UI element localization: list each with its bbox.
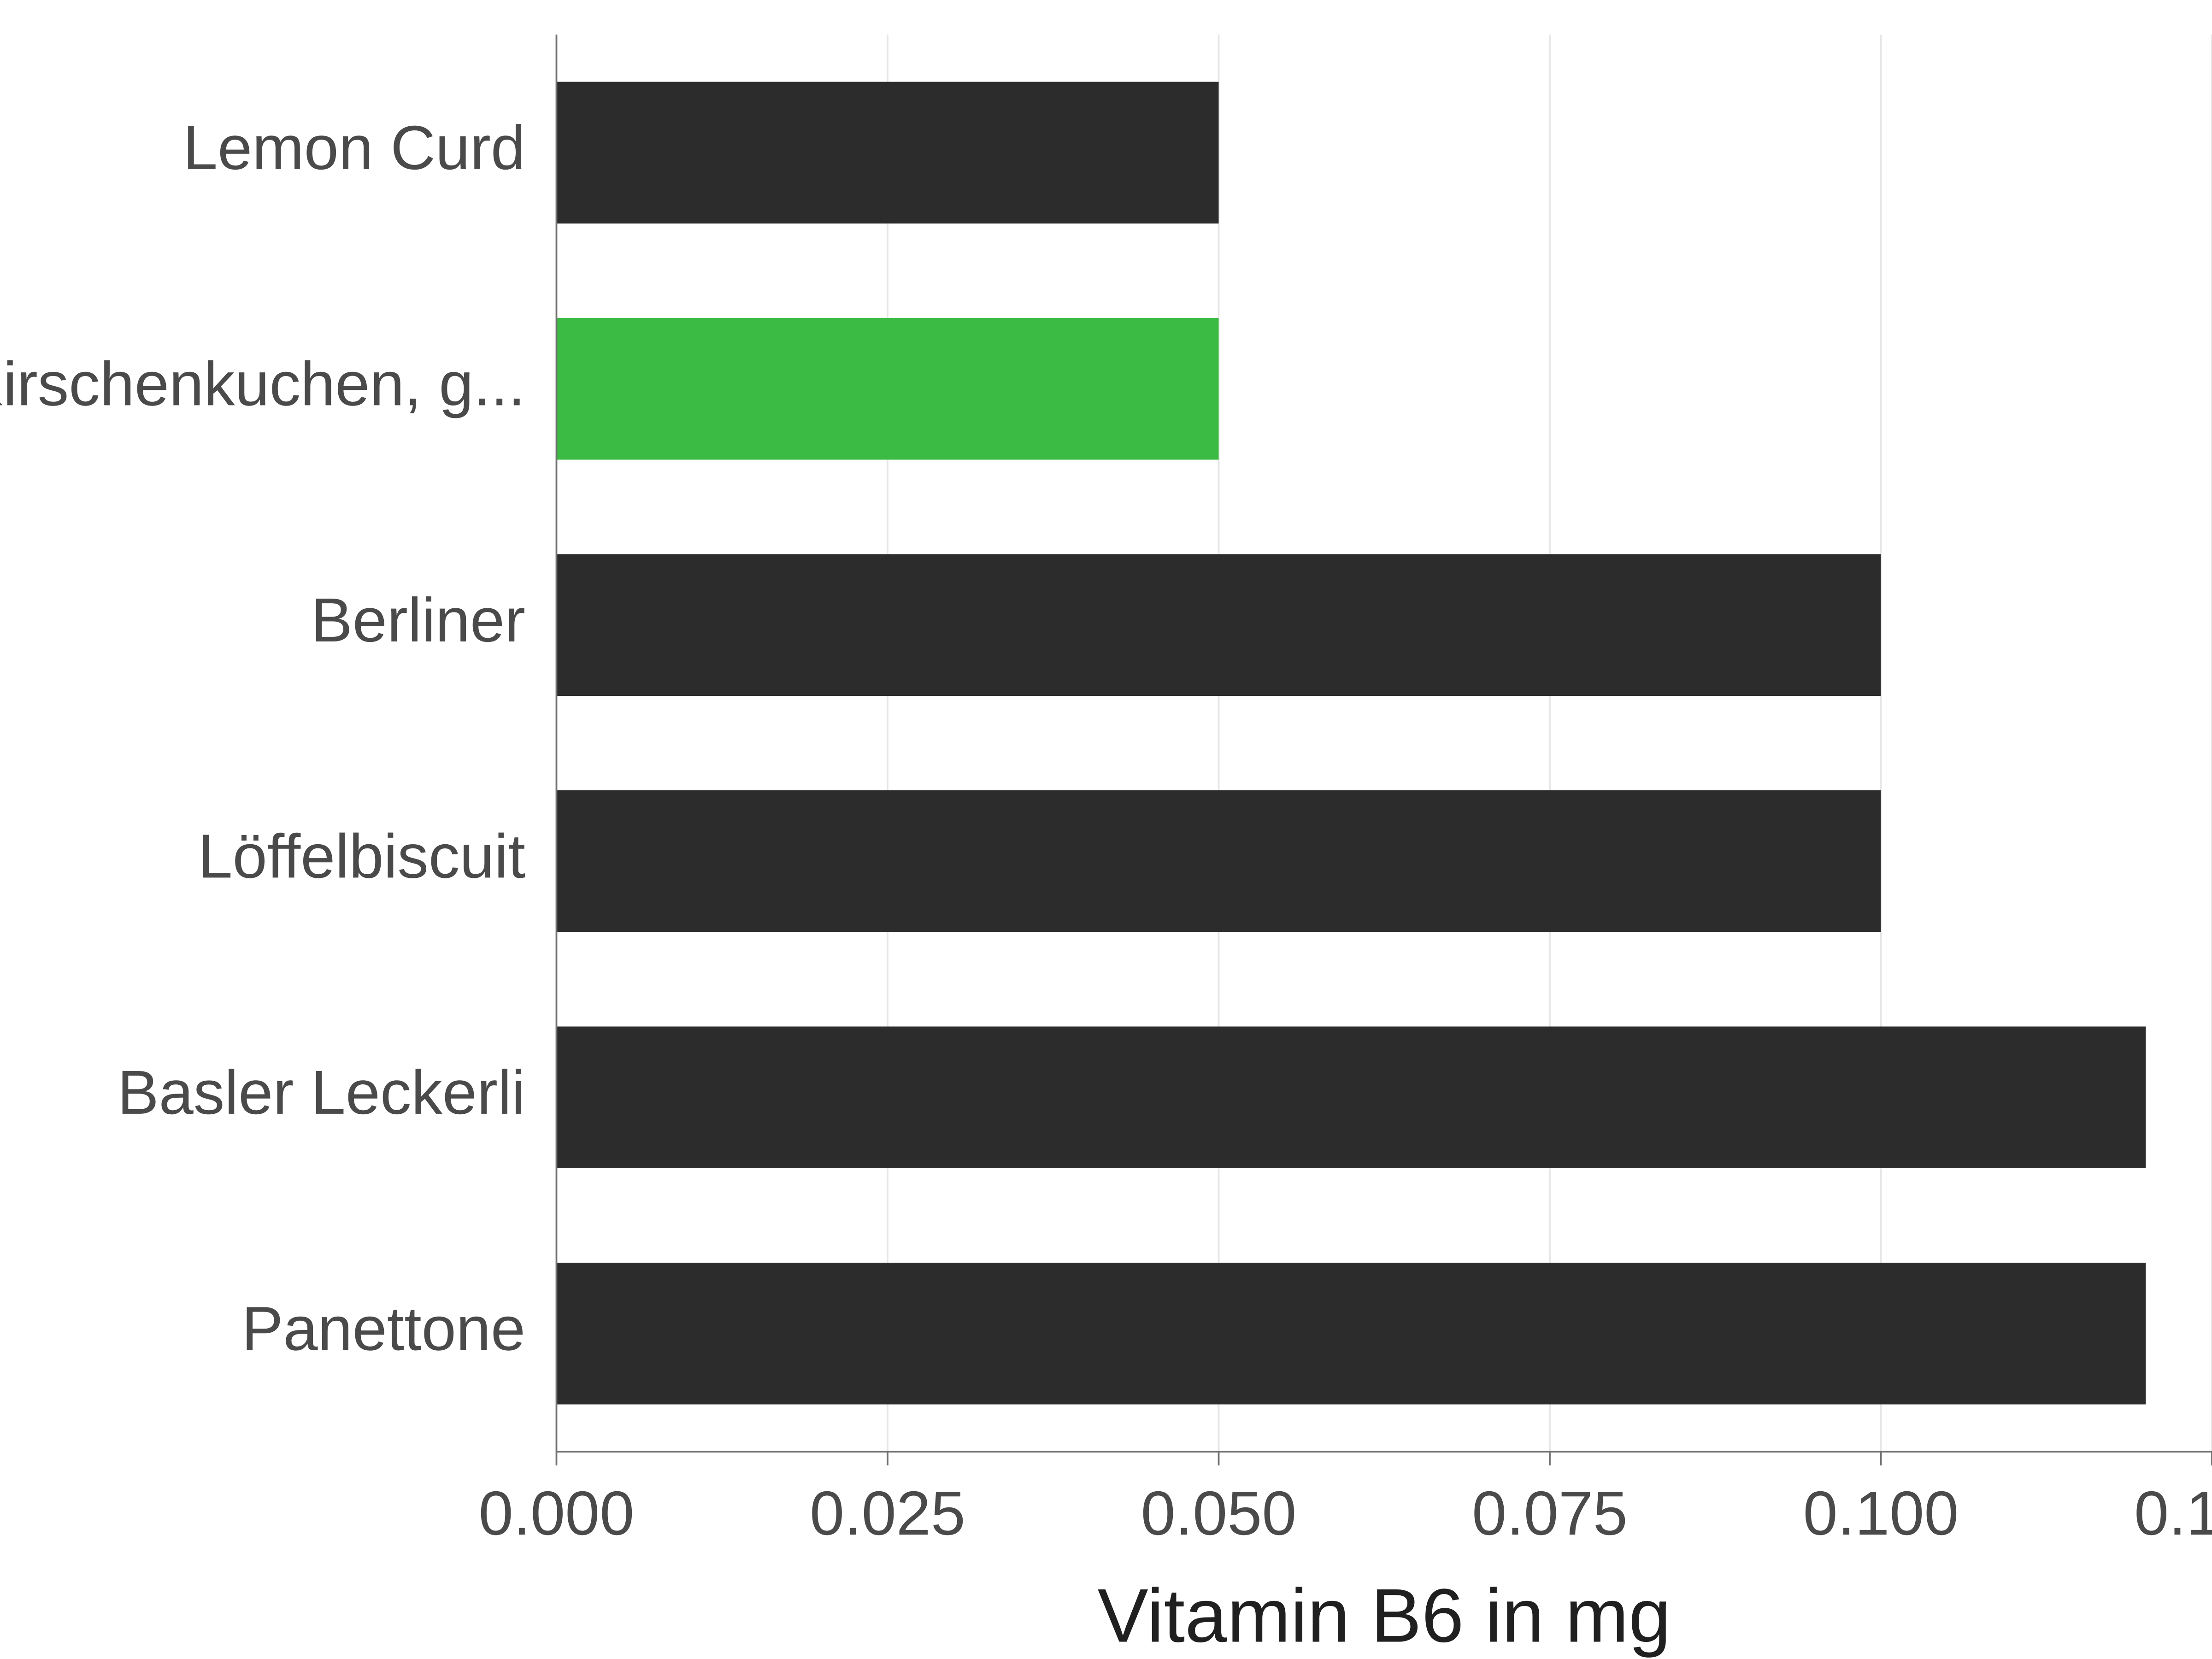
- y-category-label: Lemon Curd: [183, 113, 525, 182]
- x-axis-title: Vitamin B6 in mg: [1098, 1573, 1671, 1658]
- bar: [557, 318, 1219, 460]
- bar: [557, 1027, 2146, 1169]
- bar: [557, 82, 1219, 224]
- bar: [557, 1263, 2146, 1405]
- bar-chart: 0.000 0.025 0.050 0.075 0.100 0.125 Lemon Curd…: [0, 0, 2212, 1659]
- y-category-label: Panettone: [241, 1294, 525, 1363]
- y-category-label: Kirschenkuchen, g...: [0, 349, 525, 418]
- x-tick-label: 0.025: [810, 1478, 965, 1548]
- x-tick-label: 0.100: [1803, 1478, 1959, 1548]
- y-category-label: Basler Leckerli: [118, 1058, 525, 1127]
- y-category-label: Löffelbiscuit: [198, 821, 525, 891]
- bar: [557, 554, 1881, 696]
- x-tick-label: 0.050: [1141, 1478, 1297, 1548]
- chart-container: 0.000 0.025 0.050 0.075 0.100 0.125 Lemon Curd…: [0, 0, 2212, 1659]
- y-category-label: Berliner: [311, 585, 525, 655]
- x-tick-label: 0.075: [1472, 1478, 1628, 1548]
- x-tick-label: 0.000: [479, 1478, 635, 1548]
- bar: [557, 790, 1881, 932]
- x-tick-label: 0.125: [2134, 1478, 2212, 1548]
